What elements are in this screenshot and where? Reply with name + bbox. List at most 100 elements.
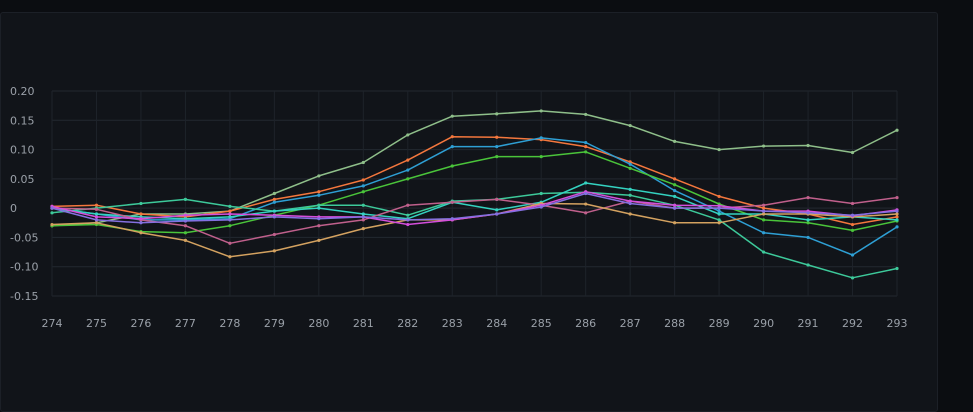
data-point <box>228 204 232 208</box>
series-8 <box>50 201 899 259</box>
data-point <box>628 123 632 128</box>
series-line <box>51 151 898 234</box>
data-point <box>850 213 855 217</box>
data-point <box>317 217 321 221</box>
data-point <box>406 177 410 181</box>
data-point <box>806 196 810 200</box>
x-tick-label: 289 <box>709 317 730 330</box>
data-point <box>495 145 499 149</box>
data-point <box>539 136 543 140</box>
y-tick-label: 0 <box>10 202 17 215</box>
data-point <box>406 222 410 227</box>
data-point <box>361 227 365 231</box>
data-point <box>228 209 232 213</box>
data-point <box>806 221 810 225</box>
data-point <box>761 250 766 254</box>
data-point <box>628 166 632 170</box>
data-point <box>895 225 899 229</box>
data-point <box>850 253 855 257</box>
data-point <box>228 241 232 245</box>
data-point <box>361 218 365 222</box>
data-point <box>94 207 99 211</box>
data-point <box>584 112 588 117</box>
x-tick-label: 282 <box>397 317 418 330</box>
data-point <box>539 155 543 159</box>
data-point <box>272 209 276 213</box>
x-tick-label: 280 <box>308 317 329 330</box>
data-point <box>183 219 188 223</box>
data-point <box>495 212 499 216</box>
series-line <box>51 137 898 256</box>
data-point <box>761 144 766 148</box>
x-tick-label: 285 <box>531 317 552 330</box>
x-tick-label: 293 <box>887 317 908 330</box>
data-point <box>228 212 232 216</box>
data-point <box>139 201 143 206</box>
x-tick-label: 290 <box>753 317 774 330</box>
grid-lines <box>51 90 898 297</box>
data-point <box>673 177 677 181</box>
data-point <box>628 187 632 191</box>
x-tick-label: 283 <box>442 317 463 330</box>
x-tick-label: 279 <box>264 317 285 330</box>
x-tick-label: 287 <box>620 317 641 330</box>
data-point <box>450 200 454 204</box>
data-point <box>361 160 365 165</box>
data-point <box>450 135 454 139</box>
data-point <box>628 212 632 216</box>
data-point <box>450 217 454 221</box>
data-point <box>50 211 54 215</box>
data-point <box>806 235 810 240</box>
data-point <box>139 221 143 225</box>
data-point <box>850 276 855 280</box>
data-point <box>361 190 365 194</box>
data-point <box>228 218 232 222</box>
x-axis-tick-labels: 274 275 276 277 278 279 280 281 282 283 284 285 286 2… <box>42 317 908 330</box>
data-point <box>495 112 499 116</box>
data-point <box>94 203 99 207</box>
data-point <box>584 211 588 215</box>
data-point <box>806 263 810 267</box>
data-point <box>895 212 899 216</box>
data-point <box>717 206 721 210</box>
data-point <box>183 197 188 201</box>
series-line <box>51 196 898 245</box>
data-point <box>717 194 721 199</box>
x-tick-label: 274 <box>42 317 63 330</box>
x-tick-label: 286 <box>575 317 596 330</box>
line-chart: 0.200.150.100.050-0.05-0.10-0.15 274 275 2… <box>10 85 908 330</box>
data-point <box>50 222 54 227</box>
data-point <box>584 202 588 206</box>
data-point <box>717 209 721 213</box>
data-point <box>584 140 588 145</box>
data-point <box>94 215 99 219</box>
y-tick-label: 0.20 <box>10 85 35 98</box>
series-line <box>51 110 898 227</box>
data-point <box>895 128 899 132</box>
data-point <box>761 218 766 222</box>
data-point <box>539 205 543 209</box>
data-point <box>406 213 410 217</box>
data-point <box>94 218 99 222</box>
data-point <box>450 114 454 118</box>
data-point <box>406 133 410 137</box>
y-tick-label: 0.05 <box>10 173 35 186</box>
data-point <box>761 206 766 210</box>
data-point <box>94 221 99 225</box>
series-10 <box>50 191 899 225</box>
y-tick-label: -0.05 <box>10 231 38 244</box>
data-point <box>361 215 365 219</box>
data-point <box>673 203 677 207</box>
x-tick-label: 288 <box>664 317 685 330</box>
data-point <box>94 212 99 216</box>
data-point <box>806 211 810 215</box>
data-point <box>139 212 143 216</box>
data-point <box>317 203 321 207</box>
data-point <box>495 197 499 201</box>
data-point <box>495 208 499 212</box>
data-point <box>406 168 410 172</box>
data-point <box>628 162 632 166</box>
data-point <box>228 224 232 228</box>
data-point <box>717 218 721 222</box>
series-6 <box>50 181 899 222</box>
